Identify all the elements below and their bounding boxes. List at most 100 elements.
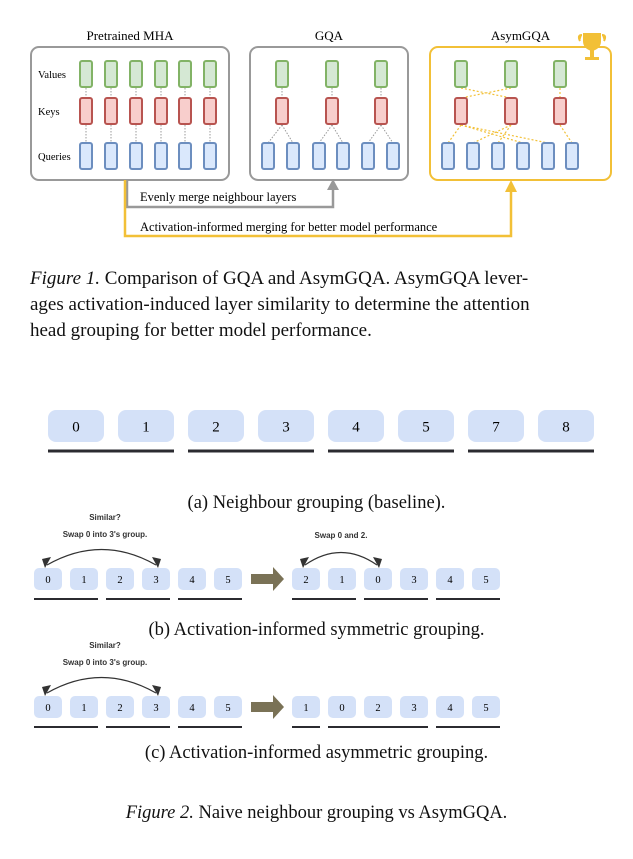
a-cell-label: 1 (142, 419, 150, 435)
c-before-cell-label: 3 (153, 703, 158, 714)
c-before-cell (70, 696, 98, 718)
b-after-label: Swap 0 and 2. (315, 531, 368, 540)
c-before-cell-label: 4 (189, 703, 195, 714)
b-after-arc-head (300, 557, 309, 568)
gqa-arrow-label: Evenly merge neighbour layers (140, 190, 296, 204)
b-after-cell-label: 0 (375, 575, 380, 586)
connector (267, 124, 283, 144)
b-before-cell-label: 1 (81, 575, 86, 586)
queries-head (516, 142, 530, 170)
queries-head (79, 142, 93, 170)
figure2-caption-label: Figure 2. (125, 803, 194, 823)
b-before-cell (142, 568, 170, 590)
queries-head (261, 142, 275, 170)
connector (460, 124, 549, 144)
values-head (154, 60, 168, 88)
panel-frame (429, 46, 612, 181)
row-label: Keys (38, 107, 60, 118)
a-cell-label: 2 (212, 419, 220, 435)
keys-head (104, 97, 118, 125)
c-swap-arc-head (152, 685, 161, 696)
panel-frame (30, 46, 230, 181)
figure2-caption: Figure 2. Naive neighbour grouping vs As… (0, 803, 633, 824)
queries-head (203, 142, 217, 170)
subcaption-c: (c) Activation-informed asymmetric group… (144, 743, 489, 763)
values-head (203, 60, 217, 88)
b-after-cell (364, 568, 392, 590)
connector (281, 124, 294, 144)
b-before-cell (178, 568, 206, 590)
connector (472, 124, 512, 144)
c-swap-arc (46, 677, 157, 694)
row-label: Queries (38, 152, 71, 163)
c-after-cell (364, 696, 392, 718)
c-after-cell (328, 696, 356, 718)
c-after-cell-label: 4 (447, 703, 453, 714)
a-cell-label: 7 (492, 419, 500, 435)
a-cell (188, 410, 244, 442)
values-head (275, 60, 289, 88)
a-cell-label: 0 (72, 419, 80, 435)
queries-head (336, 142, 350, 170)
queries-head (466, 142, 480, 170)
queries-head (491, 142, 505, 170)
b-before-cell (70, 568, 98, 590)
c-after-cell-label: 1 (303, 703, 308, 714)
b-after-cell-label: 5 (483, 575, 488, 586)
connector (460, 87, 512, 99)
keys-head (178, 97, 192, 125)
a-cell (468, 410, 524, 442)
c-after-cell (400, 696, 428, 718)
b-after-cell-label: 2 (303, 575, 308, 586)
figure1-caption-line: Comparison of GQA and AsymGQA. AsymGQA l… (104, 268, 529, 289)
keys-head (504, 97, 518, 125)
c-after-cell-label: 3 (411, 703, 416, 714)
a-cell-label: 4 (352, 419, 360, 435)
a-cell (538, 410, 594, 442)
c-before-cell-label: 0 (45, 703, 50, 714)
queries-head (565, 142, 579, 170)
queries-head (441, 142, 455, 170)
b-after-arc (304, 551, 378, 566)
values-head (325, 60, 339, 88)
b-after-cell-label: 4 (447, 575, 453, 586)
keys-head (275, 97, 289, 125)
queries-head (386, 142, 400, 170)
b-after-cell-label: 1 (339, 575, 344, 586)
a-cell-label: 5 (422, 419, 430, 435)
values-head (79, 60, 93, 88)
c-before-cell-label: 1 (81, 703, 86, 714)
a-cell (258, 410, 314, 442)
c-before-cell (142, 696, 170, 718)
b-before-cell-label: 3 (153, 575, 158, 586)
keys-head (129, 97, 143, 125)
connector (331, 124, 344, 144)
a-cell-label: 3 (282, 419, 290, 435)
c-after-cell (436, 696, 464, 718)
b-before-cell (106, 568, 134, 590)
connector (447, 124, 462, 144)
a-cell (398, 410, 454, 442)
trophy-icon-stem (590, 50, 594, 57)
panel-frame (249, 46, 409, 181)
b-after-cell (436, 568, 464, 590)
row-label: Values (38, 70, 66, 81)
figure2-caption-text: Naive neighbour grouping vs AsymGQA. (198, 803, 508, 823)
connector (559, 124, 573, 144)
b-before-cell-label: 5 (225, 575, 230, 586)
asym-arrow (123, 180, 513, 238)
c-before-cell (34, 696, 62, 718)
a-cell-label: 8 (562, 419, 570, 435)
connector (318, 124, 333, 144)
asym-arrowhead (505, 180, 517, 192)
c-before-cell (214, 696, 242, 718)
b-before-cell-label: 4 (189, 575, 195, 586)
b-after-arc-head (373, 557, 382, 568)
figure1-caption-line: head grouping for better model performan… (30, 320, 372, 341)
c-after-cell-label: 5 (483, 703, 488, 714)
figure1-caption-label: Figure 1. (30, 268, 101, 289)
c-swap-label: Swap 0 into 3's group. (63, 658, 148, 667)
keys-head (374, 97, 388, 125)
transform-arrow (251, 695, 284, 719)
